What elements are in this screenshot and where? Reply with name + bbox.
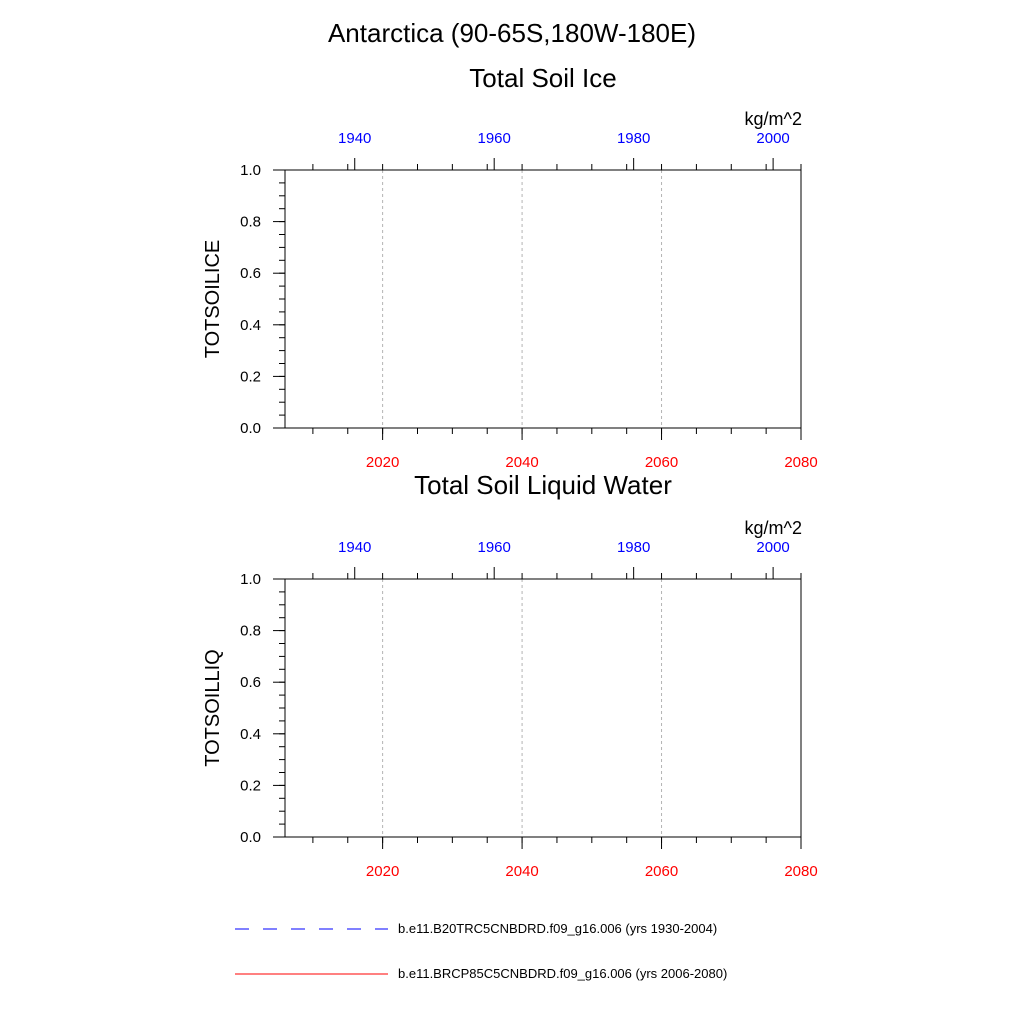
y-tick-label: 0.6	[240, 674, 261, 691]
x-tick-label-bottom: 2060	[645, 863, 678, 880]
y-axis-label-soil-liquid: TOTSOILLIQ	[202, 649, 224, 766]
plot-frame-soil-ice	[284, 169, 802, 429]
x-tick-label-bottom: 2080	[784, 454, 817, 471]
x-tick-label-bottom: 2020	[366, 454, 399, 471]
x-tick-label-top: 1940	[338, 539, 371, 556]
x-tick-label-top: 1960	[478, 539, 511, 556]
x-tick-label-top: 2000	[756, 539, 789, 556]
y-tick-label: 0.4	[240, 317, 261, 334]
x-tick-label-bottom: 2080	[784, 863, 817, 880]
y-ticks-soil-liquid: 0.0 0.2 0.4 0.6 0.8 1.0	[240, 571, 285, 846]
y-tick-label: 1.0	[240, 162, 261, 179]
panel-title-soil-liquid: Total Soil Liquid Water	[414, 470, 672, 500]
x-tick-label-top: 1960	[478, 130, 511, 147]
panel-soil-ice: Total Soil Ice kg/m^2 TOTSOILICE 0.00.20…	[202, 63, 818, 471]
bottom-axis-soil-liquid: 2020 2040 2060 2080	[366, 837, 818, 880]
grid-soil-ice	[382, 170, 663, 428]
units-label-soil-ice: kg/m^2	[745, 109, 802, 129]
top-axis-soil-ice: 1940 1960 1980 2000	[338, 130, 790, 170]
x-tick-label-top: 1980	[617, 130, 650, 147]
panel-soil-liquid: Total Soil Liquid Water kg/m^2 TOTSOILLI…	[202, 470, 818, 880]
minor-ticks-soil-liquid	[279, 573, 802, 843]
y-tick-label: 0.6	[240, 265, 261, 282]
legend-label-historical: b.e11.B20TRC5CNBDRD.f09_g16.006 (yrs 193…	[398, 921, 717, 936]
y-axis-label-soil-ice: TOTSOILICE	[202, 240, 224, 359]
top-axis-soil-liquid: 1940 1960 1980 2000	[338, 539, 790, 579]
y-tick-label: 0.2	[240, 368, 261, 385]
x-tick-label-bottom: 2020	[366, 863, 399, 880]
bottom-axis-soil-ice: 2020 2040 2060 2080	[366, 428, 818, 471]
panel-title-soil-ice: Total Soil Ice	[469, 63, 616, 93]
y-tick-label: 0.0	[240, 829, 261, 846]
grid-soil-liquid	[382, 579, 663, 837]
x-tick-label-top: 2000	[756, 130, 789, 147]
minor-ticks-soil-ice	[279, 164, 802, 434]
y-tick-label: 0.2	[240, 777, 261, 794]
legend-label-future: b.e11.BRCP85C5CNBDRD.f09_g16.006 (yrs 20…	[398, 966, 727, 981]
y-tick-label: 0.0	[240, 420, 261, 437]
x-tick-label-bottom: 2060	[645, 454, 678, 471]
legend: b.e11.B20TRC5CNBDRD.f09_g16.006 (yrs 193…	[235, 921, 727, 981]
y-tick-label: 0.4	[240, 726, 261, 743]
main-title: Antarctica (90-65S,180W-180E)	[328, 18, 696, 48]
x-tick-label-top: 1980	[617, 539, 650, 556]
y-tick-label: 0.8	[240, 623, 261, 640]
y-tick-label: 0.8	[240, 214, 261, 231]
units-label-soil-liquid: kg/m^2	[745, 518, 802, 538]
y-ticks-soil-ice: 0.0 0.2 0.4 0.6 0.8 1.0	[240, 162, 285, 437]
plot-frame-soil-liquid	[284, 578, 802, 838]
y-tick-label: 1.0	[240, 571, 261, 588]
x-tick-label-bottom: 2040	[505, 863, 538, 880]
x-tick-label-top: 1940	[338, 130, 371, 147]
x-tick-label-bottom: 2040	[505, 454, 538, 471]
